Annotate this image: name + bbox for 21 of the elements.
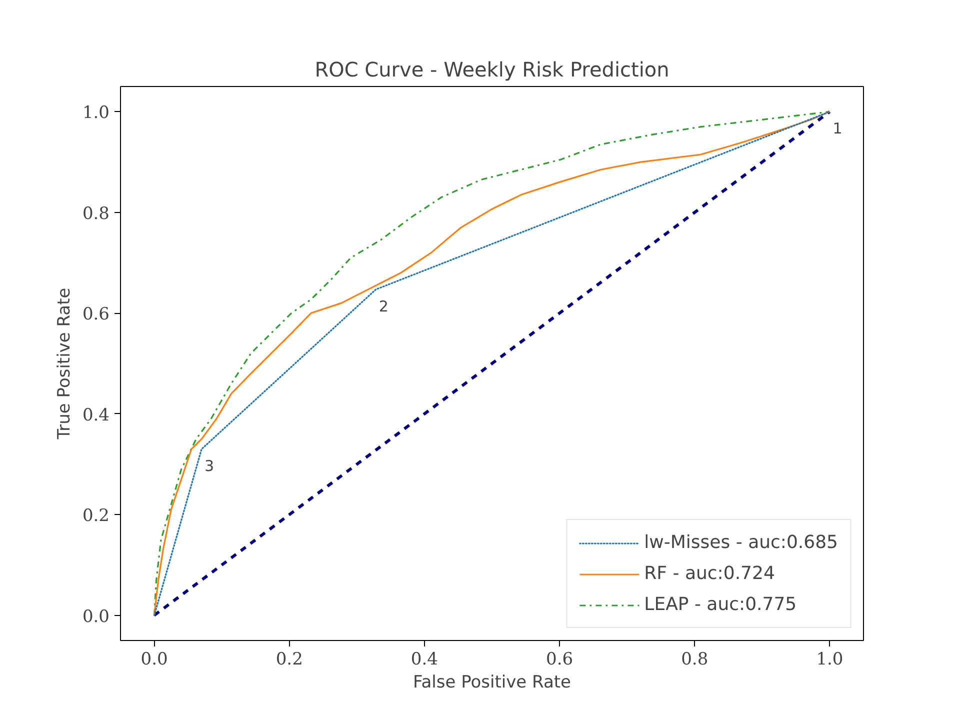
y-tick-label: 0.2 [82, 506, 110, 526]
y-tick-label: 0.8 [82, 204, 110, 224]
x-tick-label: 0.6 [546, 650, 574, 670]
y-tick-label: 0.4 [82, 405, 110, 426]
y-axis-title: True Positive Rate [54, 288, 74, 440]
chart-title: ROC Curve - Weekly Risk Prediction [314, 58, 670, 82]
y-tick-label: 1.0 [82, 103, 110, 124]
annotation: 1 [832, 120, 842, 138]
x-tick-label: 0.0 [140, 650, 168, 670]
annotation: 3 [204, 457, 214, 476]
x-tick-label: 1.0 [816, 650, 844, 670]
legend-label: RF - auc:0.724 [644, 563, 775, 584]
x-tick-label: 0.8 [681, 650, 708, 670]
x-axis-title: False Positive Rate [413, 672, 571, 692]
y-tick-label: 0.6 [82, 304, 110, 325]
annotation: 2 [378, 297, 388, 316]
legend-label: lw-Misses - auc:0.685 [644, 532, 838, 553]
legend-label: LEAP - auc:0.775 [644, 594, 797, 615]
x-tick-label: 0.4 [410, 650, 438, 670]
x-tick-label: 0.2 [276, 650, 303, 670]
y-tick-label: 0.0 [82, 606, 110, 627]
